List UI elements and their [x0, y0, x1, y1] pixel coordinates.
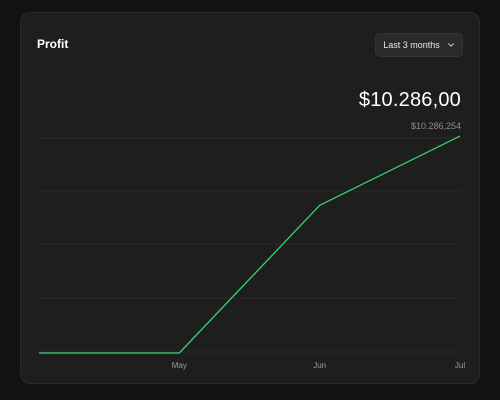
x-axis-label: Jul [455, 361, 465, 370]
profit-subvalue: $10.286,254 [410, 121, 461, 131]
chart-gridlines [39, 137, 460, 353]
chart-x-axis-labels: May Jun Jul [172, 361, 466, 370]
chart-series [39, 135, 461, 354]
profit-card: Profit Last 3 months $10.286,00 $10.286,… [20, 12, 480, 384]
date-range-select-value: Last 3 months [383, 40, 440, 50]
chevron-down-icon [447, 43, 454, 47]
profit-series-line [39, 135, 461, 354]
x-axis-label: May [172, 361, 187, 370]
x-axis-label: Jun [313, 361, 326, 370]
profit-value: $10.286,00 [358, 89, 461, 111]
profit-line-chart: May Jun Jul [39, 135, 466, 370]
card-title: Profit [37, 37, 69, 51]
date-range-select[interactable]: Last 3 months [375, 33, 463, 57]
